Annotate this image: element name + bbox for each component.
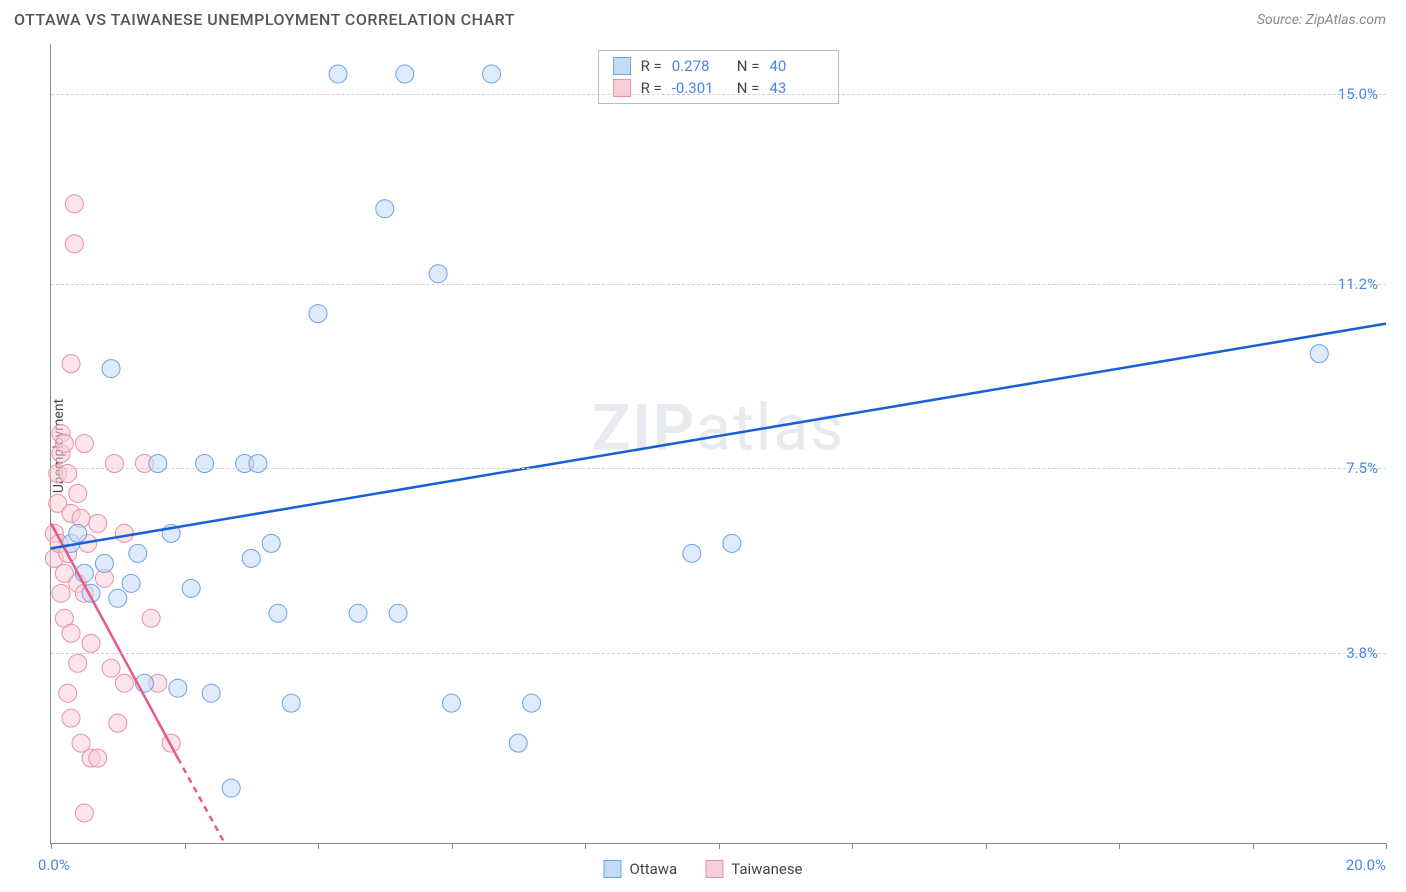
scatter-point bbox=[196, 454, 214, 472]
scatter-point bbox=[182, 579, 200, 597]
n-value-1: 40 bbox=[769, 57, 824, 75]
scatter-point bbox=[429, 265, 447, 283]
scatter-point bbox=[282, 694, 300, 712]
x-max-label: 20.0% bbox=[1346, 856, 1386, 874]
scatter-point bbox=[222, 779, 240, 797]
r-label-1: R = bbox=[641, 57, 662, 75]
scatter-point bbox=[329, 65, 347, 83]
scatter-point bbox=[483, 65, 501, 83]
gridline bbox=[51, 653, 1386, 654]
gridline bbox=[51, 284, 1386, 285]
y-tick-label: 11.2% bbox=[1338, 275, 1378, 293]
bottom-legend: Ottawa Taiwanese bbox=[603, 860, 802, 878]
scatter-point bbox=[723, 534, 741, 552]
stats-legend-box: R = 0.278 N = 40 R = -0.301 N = 43 bbox=[598, 50, 840, 104]
scatter-point bbox=[62, 624, 80, 642]
scatter-point bbox=[89, 514, 107, 532]
scatter-point bbox=[129, 544, 147, 562]
scatter-point bbox=[115, 674, 133, 692]
scatter-point bbox=[115, 524, 133, 542]
scatter-point bbox=[523, 694, 541, 712]
chart-plot-area: ZIPatlas R = 0.278 N = 40 R = -0.301 N =… bbox=[50, 44, 1386, 844]
scatter-point bbox=[75, 804, 93, 822]
legend-label-1: Ottawa bbox=[629, 860, 677, 878]
x-min-label: 0.0% bbox=[38, 856, 70, 874]
scatter-point bbox=[242, 549, 260, 567]
scatter-point bbox=[59, 464, 77, 482]
scatter-point bbox=[509, 734, 527, 752]
gridline bbox=[51, 94, 1386, 95]
stats-row-2: R = -0.301 N = 43 bbox=[613, 77, 825, 99]
scatter-point bbox=[109, 714, 127, 732]
scatter-point bbox=[376, 200, 394, 218]
y-tick-label: 15.0% bbox=[1338, 85, 1378, 103]
legend-swatch-2-icon bbox=[705, 860, 723, 878]
scatter-point bbox=[69, 654, 87, 672]
scatter-point bbox=[59, 684, 77, 702]
scatter-point bbox=[169, 679, 187, 697]
chart-title: OTTAWA VS TAIWANESE UNEMPLOYMENT CORRELA… bbox=[14, 10, 515, 29]
legend-item-1: Ottawa bbox=[603, 860, 677, 878]
x-tick bbox=[852, 843, 853, 849]
scatter-point bbox=[89, 749, 107, 767]
scatter-point bbox=[149, 454, 167, 472]
scatter-point bbox=[142, 609, 160, 627]
x-tick bbox=[452, 843, 453, 849]
x-tick bbox=[318, 843, 319, 849]
trend-line bbox=[51, 324, 1386, 549]
x-tick bbox=[185, 843, 186, 849]
scatter-point bbox=[262, 534, 280, 552]
scatter-point bbox=[102, 659, 120, 677]
x-tick bbox=[585, 843, 586, 849]
n-label-1: N = bbox=[737, 57, 760, 75]
y-tick-label: 7.5% bbox=[1346, 459, 1378, 477]
scatter-point bbox=[202, 684, 220, 702]
scatter-point bbox=[349, 604, 367, 622]
scatter-point bbox=[1310, 345, 1328, 363]
scatter-point bbox=[69, 484, 87, 502]
x-tick bbox=[51, 843, 52, 849]
legend-label-2: Taiwanese bbox=[731, 860, 802, 878]
source-label: Source: ZipAtlas.com bbox=[1257, 12, 1386, 28]
scatter-point bbox=[122, 574, 140, 592]
x-tick bbox=[1253, 843, 1254, 849]
scatter-point bbox=[82, 634, 100, 652]
scatter-point bbox=[309, 305, 327, 323]
x-tick bbox=[1386, 843, 1387, 849]
stats-row-1: R = 0.278 N = 40 bbox=[613, 55, 825, 77]
scatter-point bbox=[396, 65, 414, 83]
scatter-svg bbox=[51, 44, 1386, 843]
legend-item-2: Taiwanese bbox=[705, 860, 802, 878]
scatter-point bbox=[69, 524, 87, 542]
scatter-point bbox=[683, 544, 701, 562]
trend-line bbox=[178, 758, 225, 843]
scatter-point bbox=[389, 604, 407, 622]
scatter-point bbox=[95, 554, 113, 572]
scatter-point bbox=[105, 454, 123, 472]
scatter-point bbox=[62, 709, 80, 727]
r-value-1: 0.278 bbox=[672, 57, 727, 75]
scatter-point bbox=[65, 195, 83, 213]
scatter-point bbox=[65, 235, 83, 253]
swatch-series1-icon bbox=[613, 57, 631, 75]
scatter-point bbox=[109, 589, 127, 607]
x-tick bbox=[986, 843, 987, 849]
gridline bbox=[51, 468, 1386, 469]
x-tick bbox=[719, 843, 720, 849]
scatter-point bbox=[55, 435, 73, 453]
scatter-point bbox=[443, 694, 461, 712]
scatter-point bbox=[62, 355, 80, 373]
scatter-point bbox=[102, 360, 120, 378]
scatter-point bbox=[249, 454, 267, 472]
x-tick bbox=[1119, 843, 1120, 849]
scatter-point bbox=[75, 435, 93, 453]
scatter-point bbox=[269, 604, 287, 622]
legend-swatch-1-icon bbox=[603, 860, 621, 878]
y-tick-label: 3.8% bbox=[1346, 644, 1378, 662]
scatter-point bbox=[52, 584, 70, 602]
